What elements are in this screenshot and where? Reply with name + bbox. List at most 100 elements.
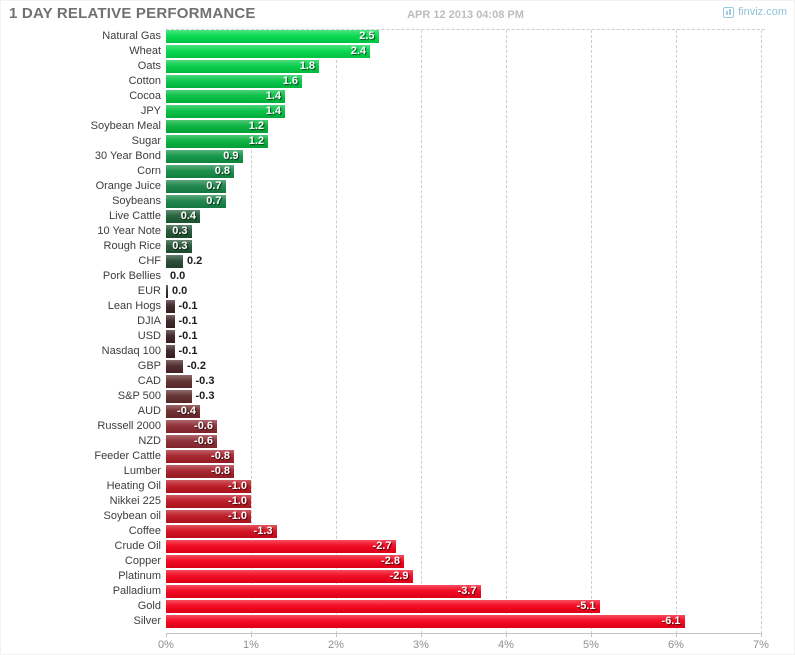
bar[interactable]: [166, 165, 234, 178]
row-label: Rough Rice: [103, 240, 161, 252]
bar[interactable]: [166, 405, 200, 418]
plot-area: [166, 29, 765, 634]
bar[interactable]: [166, 300, 175, 313]
bar[interactable]: [166, 150, 243, 163]
finviz-brand-link[interactable]: finviz.com: [723, 6, 787, 18]
bar-value: 0.7: [206, 180, 222, 192]
row-label: Russell 2000: [97, 420, 161, 432]
bar-value: -1.0: [228, 480, 247, 492]
bar[interactable]: [166, 120, 268, 133]
row-label: Soybean oil: [103, 510, 162, 522]
finviz-logo-icon: [723, 6, 735, 18]
x-axis-tick-label: 4%: [498, 639, 514, 651]
bar-value: 0.0: [170, 270, 186, 282]
bar[interactable]: [166, 135, 268, 148]
bar[interactable]: [166, 360, 183, 373]
bar[interactable]: [166, 465, 234, 478]
bar[interactable]: [166, 105, 285, 118]
bar[interactable]: [166, 315, 175, 328]
bar[interactable]: [166, 255, 183, 268]
row-label: EUR: [137, 285, 161, 297]
bar[interactable]: [166, 555, 404, 568]
bar[interactable]: [166, 450, 234, 463]
bar-value: -0.8: [211, 450, 230, 462]
bar-value: -0.6: [194, 420, 213, 432]
row-label: Nasdaq 100: [101, 345, 161, 357]
bar[interactable]: [166, 420, 217, 433]
x-axis-tick: [336, 633, 337, 637]
row-label: 10 Year Note: [97, 225, 161, 237]
x-axis-tick: [676, 633, 677, 637]
chart-timestamp: APR 12 2013 04:08 PM: [407, 9, 524, 21]
gridline: [591, 30, 592, 634]
row-label: NZD: [138, 435, 161, 447]
bar[interactable]: [166, 45, 370, 58]
bar[interactable]: [166, 240, 192, 253]
page-title: 1 DAY RELATIVE PERFORMANCE: [9, 5, 256, 22]
bar[interactable]: [166, 75, 302, 88]
bar-value: -2.9: [389, 570, 409, 582]
row-label: Soybean Meal: [90, 120, 161, 132]
bar[interactable]: [166, 525, 277, 538]
bar[interactable]: [166, 375, 192, 388]
bar[interactable]: [166, 390, 192, 403]
bar-value: 1.4: [265, 90, 281, 102]
bar[interactable]: [166, 585, 481, 598]
x-axis-tick-label: 5%: [583, 639, 599, 651]
row-label: DJIA: [137, 315, 161, 327]
bar[interactable]: [166, 510, 251, 523]
bar-value: 1.4: [265, 105, 281, 117]
row-label: Crude Oil: [114, 540, 161, 552]
x-axis-tick: [506, 633, 507, 637]
bar-value: -3.7: [457, 585, 477, 597]
bar[interactable]: [166, 435, 217, 448]
bar-value: 1.2: [248, 135, 264, 147]
row-label: JPY: [140, 105, 161, 117]
bar[interactable]: [166, 570, 413, 583]
bar-value: -0.1: [178, 315, 198, 327]
row-label: Coffee: [128, 525, 161, 537]
bar-value: 2.5: [359, 30, 375, 42]
bar-value: -0.8: [211, 465, 230, 477]
bar[interactable]: [166, 30, 379, 43]
bar-value: -0.6: [194, 435, 213, 447]
bar-value: -1.0: [228, 510, 247, 522]
bar[interactable]: [166, 615, 685, 628]
bar-value: -6.1: [661, 615, 681, 627]
bar-value: -2.8: [381, 555, 400, 567]
bar[interactable]: [166, 495, 251, 508]
row-label: Corn: [137, 165, 161, 177]
x-axis-tick: [591, 633, 592, 637]
bar-value: 0.8: [214, 165, 230, 177]
x-axis-tick: [421, 633, 422, 637]
bar[interactable]: [166, 540, 396, 553]
bar[interactable]: [166, 210, 200, 223]
bar-value: 1.8: [299, 60, 315, 72]
bar[interactable]: [166, 60, 319, 73]
brand-label: finviz.com: [738, 6, 787, 18]
bar-value: -0.3: [195, 375, 215, 387]
bar-value: 0.9: [223, 150, 239, 162]
bar[interactable]: [166, 180, 226, 193]
row-label: Palladium: [112, 585, 161, 597]
bar[interactable]: [166, 600, 600, 613]
gridline: [506, 30, 507, 634]
bar[interactable]: [166, 195, 226, 208]
bar-value: -0.3: [195, 390, 215, 402]
bar-value: -0.1: [178, 300, 198, 312]
bar-value: -0.2: [187, 360, 206, 372]
bar[interactable]: [166, 285, 168, 298]
bar[interactable]: [166, 345, 175, 358]
x-axis-tick-label: 3%: [413, 639, 429, 651]
gridline: [336, 30, 337, 634]
bar-value: 0.0: [172, 285, 188, 297]
bar-value: -0.1: [178, 330, 198, 342]
row-label: Wheat: [129, 45, 161, 57]
bar[interactable]: [166, 225, 192, 238]
bar[interactable]: [166, 330, 175, 343]
bar-value: -5.1: [576, 600, 596, 612]
bar[interactable]: [166, 480, 251, 493]
bar[interactable]: [166, 90, 285, 103]
gridline: [421, 30, 422, 634]
row-label: Lumber: [123, 465, 161, 477]
